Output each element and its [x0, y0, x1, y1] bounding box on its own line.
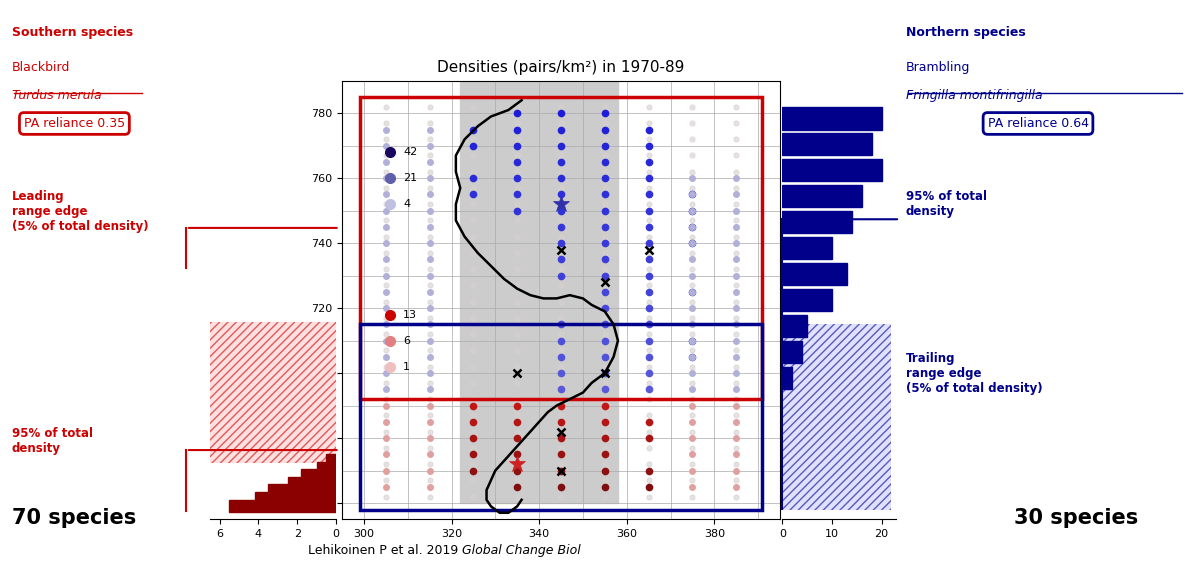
Text: Northern species: Northern species	[906, 26, 1026, 39]
Bar	[326, 454, 336, 466]
Text: Lehikoinen P et al. 2019: Lehikoinen P et al. 2019	[307, 544, 462, 557]
Bar	[360, 324, 762, 509]
Bar	[782, 366, 792, 389]
Bar	[360, 97, 762, 399]
Text: Turdus merula: Turdus merula	[12, 89, 102, 103]
Text: 1: 1	[403, 362, 410, 372]
Text: Fringilla montifringilla: Fringilla montifringilla	[906, 89, 1043, 103]
Text: 70 species: 70 species	[12, 508, 137, 528]
Text: 4: 4	[403, 199, 410, 209]
Text: Southern species: Southern species	[12, 26, 133, 39]
Bar	[268, 485, 336, 497]
Bar	[782, 185, 862, 208]
Title: Densities (pairs/km²) in 1970-89: Densities (pairs/km²) in 1970-89	[437, 61, 685, 76]
Text: Global Change Biol: Global Change Biol	[462, 544, 581, 557]
Text: Blackbird: Blackbird	[12, 61, 71, 74]
Bar	[782, 107, 882, 129]
Bar	[782, 324, 892, 509]
Bar	[782, 288, 832, 312]
Text: Brambling: Brambling	[906, 61, 971, 74]
Text: 95% of total
density: 95% of total density	[12, 427, 94, 455]
Bar	[301, 469, 336, 481]
Bar	[229, 500, 336, 512]
Bar	[254, 492, 336, 504]
Bar	[782, 340, 803, 364]
Text: PA reliance 0.35: PA reliance 0.35	[24, 117, 125, 130]
Bar	[782, 211, 852, 234]
Text: 6: 6	[403, 336, 410, 346]
Text: 95% of total
density: 95% of total density	[906, 190, 986, 219]
Text: Leading
range edge
(5% of total density): Leading range edge (5% of total density)	[12, 190, 149, 234]
Text: PA reliance 0.64: PA reliance 0.64	[988, 117, 1088, 130]
Bar	[782, 133, 871, 155]
Bar	[210, 322, 336, 463]
Text: 13: 13	[403, 310, 418, 320]
Bar	[782, 237, 832, 260]
Bar	[782, 263, 847, 286]
Text: 21: 21	[403, 173, 418, 183]
Text: Trailing
range edge
(5% of total density): Trailing range edge (5% of total density…	[906, 352, 1043, 395]
Bar	[317, 462, 336, 474]
Bar	[288, 477, 336, 489]
Bar	[461, 81, 618, 503]
Text: 30 species: 30 species	[1014, 508, 1139, 528]
Bar	[782, 314, 808, 338]
Bar	[782, 159, 882, 182]
Text: 42: 42	[403, 147, 418, 158]
